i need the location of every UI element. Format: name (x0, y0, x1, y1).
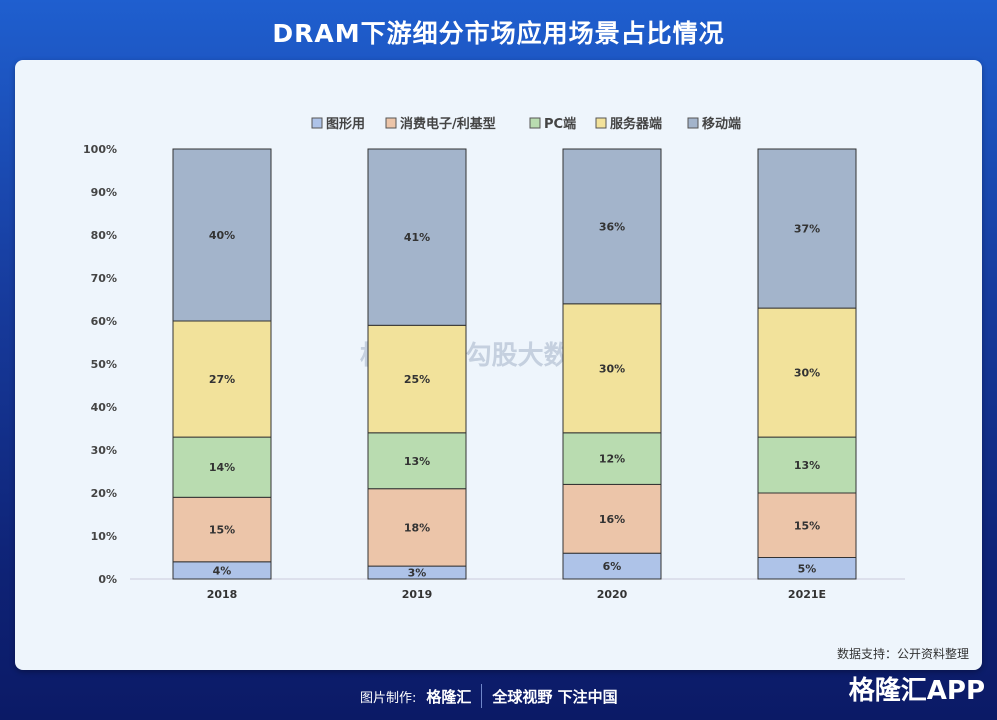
data-label: 36% (599, 220, 625, 233)
data-label: 18% (404, 521, 430, 534)
made-by-label: 图片制作: (360, 690, 417, 706)
bar-segment (562, 432, 662, 485)
data-label: 27% (209, 373, 235, 386)
data-label: 13% (794, 459, 820, 472)
bar-segment (367, 324, 467, 434)
data-label: 5% (798, 562, 817, 575)
bar-segment (367, 148, 467, 326)
data-label: 15% (794, 519, 820, 532)
data-label: 6% (603, 560, 622, 573)
data-label: 30% (794, 367, 820, 380)
data-label: 25% (404, 373, 430, 386)
data-label: 37% (794, 223, 820, 236)
data-label: 12% (599, 453, 625, 466)
slogan: 全球视野 下注中国 (492, 687, 618, 706)
x-tick-label: 2021E (788, 588, 826, 601)
bar-segment (757, 307, 857, 438)
legend-label: 消费电子/利基型 (400, 116, 496, 132)
y-tick-label: 0% (98, 573, 117, 586)
page-title: DRAM下游细分市场应用场景占比情况 (272, 19, 725, 48)
data-label: 40% (209, 229, 235, 242)
data-label: 30% (599, 362, 625, 375)
x-tick-label: 2018 (207, 588, 238, 601)
legend-swatch (687, 117, 699, 129)
source-note: 数据支持：公开资料整理 (836, 647, 969, 661)
footer-logo: 格隆汇 (426, 687, 472, 706)
bar-segment (367, 488, 467, 567)
y-tick-label: 50% (91, 358, 117, 371)
divider (481, 684, 483, 708)
y-tick-label: 80% (91, 229, 117, 242)
bar-segment (562, 148, 662, 305)
data-label: 4% (213, 564, 232, 577)
y-tick-label: 90% (91, 186, 117, 199)
y-tick-label: 10% (91, 530, 117, 543)
footer: 图片制作: 格隆汇 全球视野 下注中国 (360, 684, 618, 708)
bar-segment (562, 552, 662, 580)
bar-segment (757, 492, 857, 558)
data-label: 14% (209, 461, 235, 474)
y-tick-label: 30% (91, 444, 117, 457)
bar-segment (757, 148, 857, 309)
legend-swatch (311, 117, 323, 129)
y-tick-label: 40% (91, 401, 117, 414)
data-label: 13% (404, 455, 430, 468)
y-tick-label: 20% (91, 487, 117, 500)
data-label: 41% (404, 231, 430, 244)
data-label: 15% (209, 524, 235, 537)
y-tick-label: 70% (91, 272, 117, 285)
bar-segment (172, 436, 272, 498)
legend-label: 服务器端 (610, 116, 662, 132)
bar-segment (562, 303, 662, 434)
bar-segment (367, 432, 467, 490)
legend-label: 图形用 (326, 117, 365, 132)
bar-segment (172, 496, 272, 563)
legend-swatch (385, 117, 397, 129)
y-tick-label: 100% (83, 143, 117, 156)
x-tick-label: 2019 (402, 588, 433, 601)
bar-segment (172, 148, 272, 322)
bar-segment (172, 320, 272, 438)
legend-swatch (595, 117, 607, 129)
legend-label: PC端 (544, 116, 576, 132)
y-tick-label: 60% (91, 315, 117, 328)
data-label: 3% (408, 567, 427, 580)
x-tick-label: 2020 (597, 588, 628, 601)
app-brand: 格隆汇APP (848, 676, 985, 706)
data-label: 16% (599, 513, 625, 526)
legend-swatch (529, 117, 541, 129)
legend-label: 移动端 (702, 116, 741, 132)
bar-segment (562, 483, 662, 554)
